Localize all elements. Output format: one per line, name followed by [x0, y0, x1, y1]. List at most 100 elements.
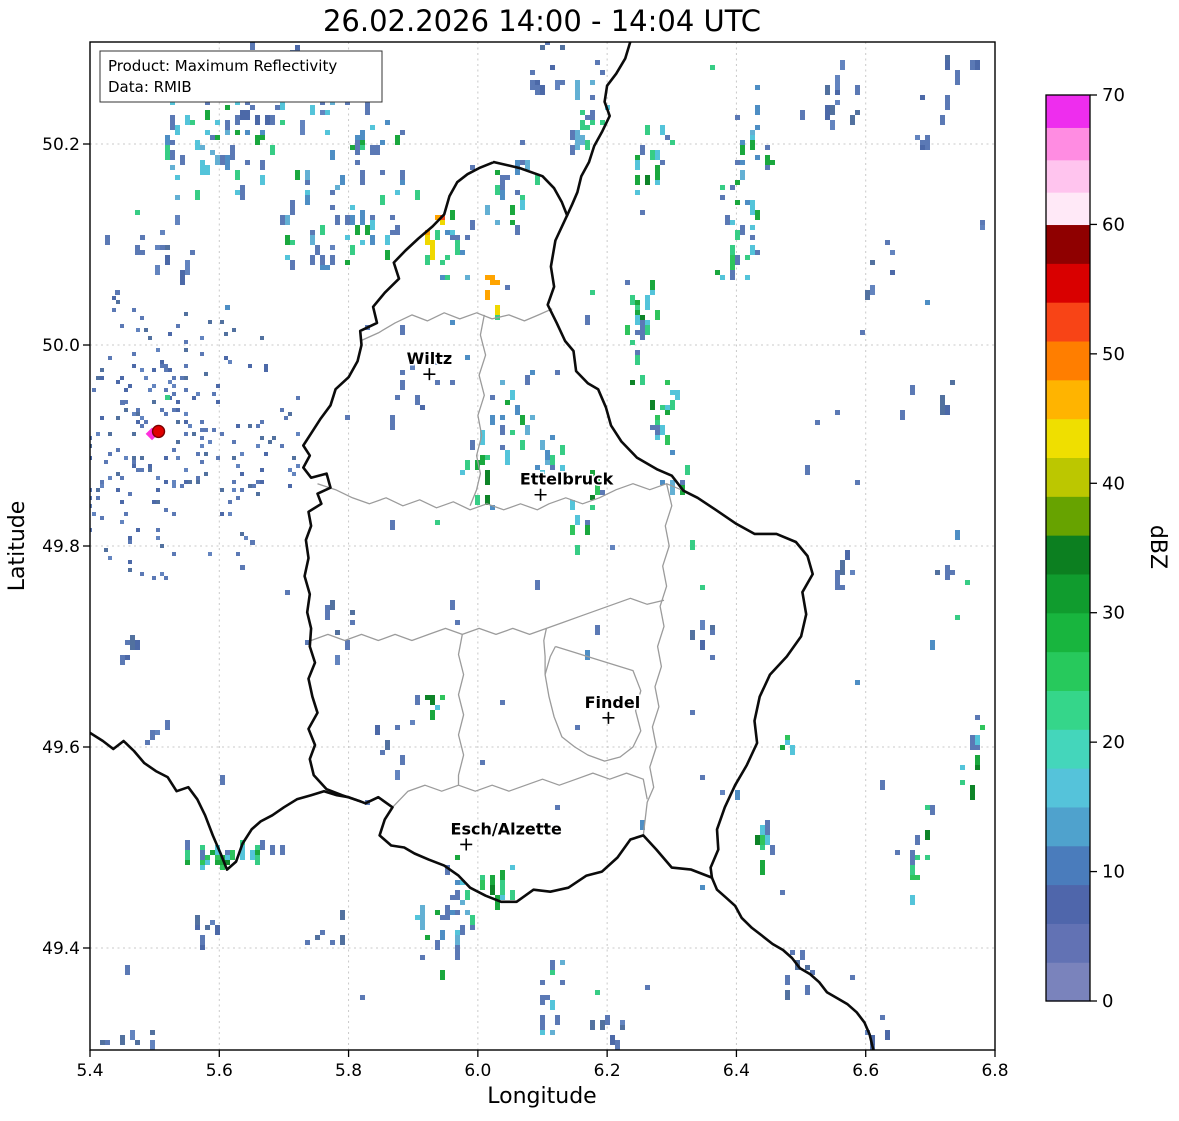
echo-pixel [380, 140, 385, 145]
echo-pixel [430, 250, 435, 260]
city-plus-marker [460, 838, 473, 851]
echo-pixel [450, 210, 455, 220]
echo-pixel [450, 600, 455, 610]
regional-border-line [310, 597, 665, 642]
echo-pixel [355, 160, 360, 165]
echo-pixel [190, 250, 195, 255]
echo-pixel [325, 130, 330, 135]
echo-pixel [292, 472, 296, 476]
echo-pixel [135, 210, 140, 215]
echo-pixel [710, 655, 715, 660]
echo-pixel [575, 130, 580, 140]
echo-pixel [515, 225, 520, 235]
colorbar-segment [1046, 379, 1090, 420]
colorbar-segment [1046, 263, 1090, 303]
echo-pixel [510, 865, 515, 870]
echo-pixel [630, 380, 635, 385]
echo-pixel [108, 476, 112, 480]
echo-pixel [550, 435, 555, 440]
echo-pixel [195, 140, 200, 150]
echo-pixel [455, 880, 460, 885]
colorbar-segment [1046, 159, 1090, 193]
colorbar-segment [1046, 340, 1090, 381]
echo-pixel [172, 480, 176, 484]
echo-pixel [590, 120, 595, 125]
echo-pixel [960, 780, 965, 785]
colorbar-tick-label: 40 [1102, 473, 1125, 494]
echo-pixel [172, 484, 176, 488]
echo-pixel [184, 388, 188, 392]
echo-pixel [640, 210, 645, 215]
country-borders [90, 42, 875, 1050]
echo-pixel [255, 850, 260, 865]
echo-pixel [860, 330, 865, 335]
echo-pixel [176, 440, 180, 444]
echo-pixel [595, 475, 600, 485]
echo-pixel [765, 165, 770, 170]
echo-pixel [260, 135, 265, 140]
echo-pixel [890, 270, 895, 275]
echo-pixel [136, 420, 140, 424]
echo-pixel [136, 528, 140, 532]
colorbar-segment [1046, 845, 1090, 886]
echo-pixel [755, 835, 760, 845]
echo-pixel [112, 296, 116, 300]
echo-pixel [128, 540, 132, 544]
echo-pixel [200, 336, 204, 340]
echo-pixel [825, 85, 830, 95]
echo-pixel [655, 150, 660, 160]
echo-pixel [360, 130, 365, 145]
echo-pixel [172, 408, 176, 412]
colorbar: 0 10 20 30 40 50 60 70 [1045, 85, 1125, 1012]
echo-pixel [560, 80, 565, 85]
echo-pixel [640, 320, 645, 330]
echo-pixel [730, 185, 735, 190]
echo-pixel [670, 400, 675, 410]
echo-pixel [760, 845, 765, 850]
y-tick-label: 49.4 [42, 939, 80, 959]
echo-pixel [460, 925, 465, 935]
echo-pixel [168, 380, 172, 384]
echo-pixel [755, 155, 760, 160]
echo-pixel [220, 488, 224, 492]
echo-pixel [280, 444, 284, 448]
echo-pixel [270, 115, 275, 125]
echo-pixel [670, 480, 675, 495]
echo-pixel [750, 245, 755, 250]
echo-pixel [208, 320, 212, 324]
echo-pixel [415, 915, 420, 920]
echo-pixel [980, 725, 985, 730]
echo-pixel [128, 568, 132, 572]
echo-pixel [835, 580, 840, 590]
echo-pixel [590, 495, 595, 500]
echo-pixel [465, 890, 470, 900]
echo-pixel [176, 408, 180, 412]
echo-pixel [455, 620, 460, 625]
echo-pixel [360, 995, 365, 1000]
echo-pixel [950, 570, 955, 575]
echo-pixel [810, 970, 815, 975]
echo-pixel [365, 100, 370, 115]
echo-pixel [255, 135, 260, 145]
echo-pixel [610, 545, 615, 550]
echo-pixel [445, 255, 450, 260]
echo-pixel [232, 328, 236, 332]
echo-pixel [172, 376, 176, 380]
echo-pixel [196, 476, 200, 480]
echo-pixel [620, 1025, 625, 1030]
echo-pixel [460, 900, 465, 905]
echo-pixel [224, 356, 228, 360]
echo-pixel [570, 525, 575, 535]
echo-pixel [915, 855, 920, 860]
info-product-line: Product: Maximum Reflectivity [108, 57, 337, 75]
echo-pixel [200, 460, 204, 464]
echo-pixel [755, 210, 760, 220]
echo-pixel [148, 468, 152, 472]
echo-pixel [140, 316, 144, 320]
echo-pixel [370, 220, 375, 230]
echo-pixel [355, 135, 360, 140]
colorbar-tick-label: 30 [1102, 603, 1125, 624]
echo-pixel [970, 60, 975, 70]
echo-pixel [385, 250, 390, 260]
echo-pixel [735, 200, 740, 205]
